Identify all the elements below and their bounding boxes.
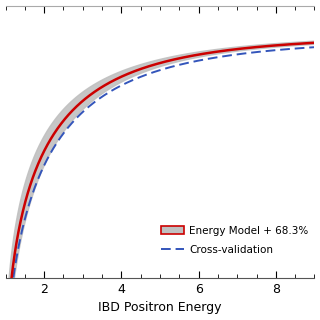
Legend: Energy Model + 68.3%, Cross-validation: Energy Model + 68.3%, Cross-validation <box>156 221 312 259</box>
X-axis label: IBD Positron Energy: IBD Positron Energy <box>98 301 222 315</box>
